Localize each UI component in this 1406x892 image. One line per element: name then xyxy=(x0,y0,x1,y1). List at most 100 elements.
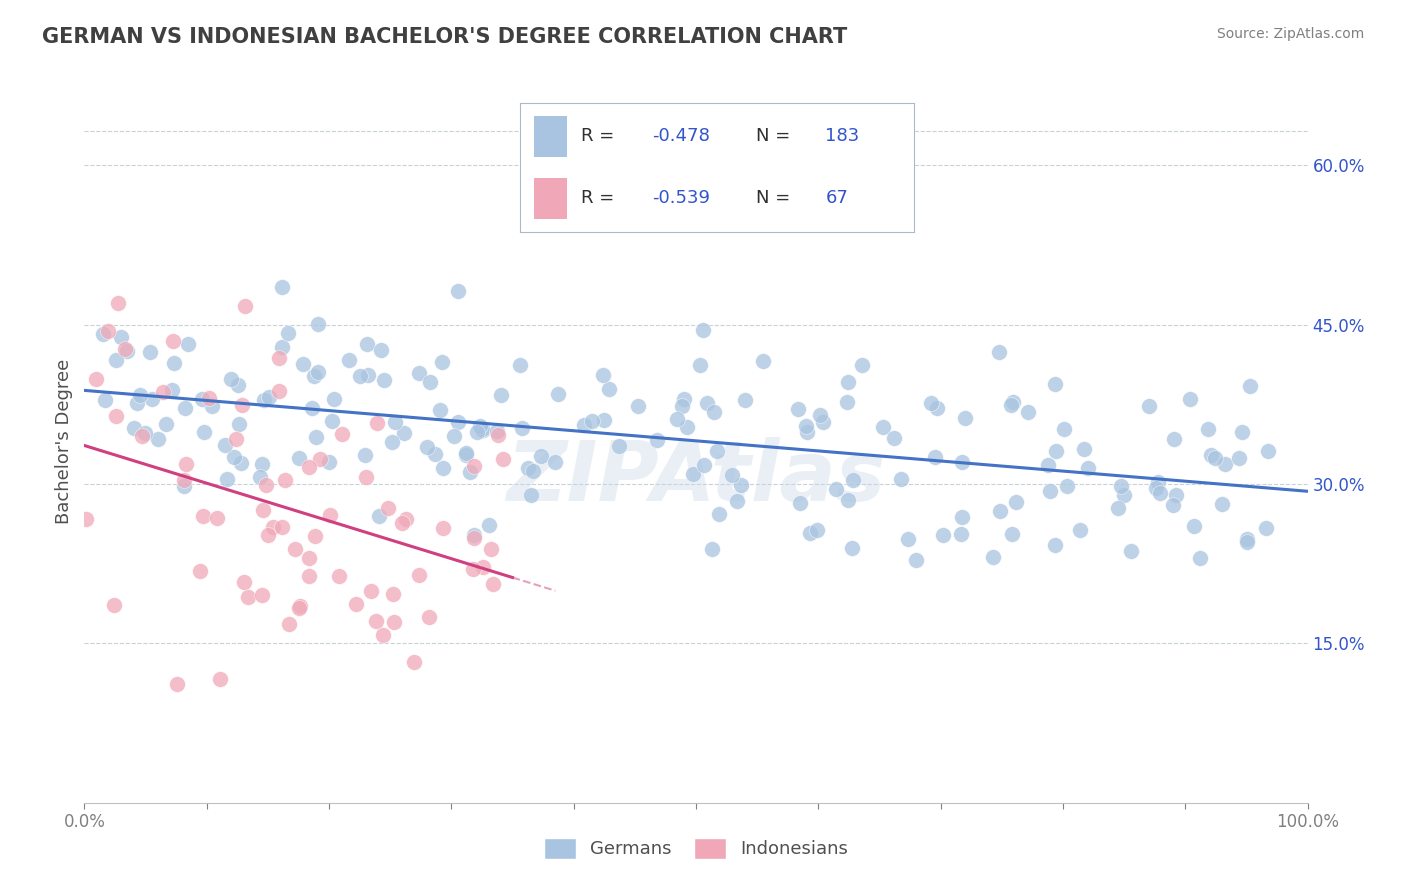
Point xyxy=(472,560,495,574)
Point xyxy=(402,656,425,670)
Point xyxy=(675,419,697,434)
Point xyxy=(277,326,299,340)
Y-axis label: Bachelor's Degree: Bachelor's Degree xyxy=(55,359,73,524)
Point xyxy=(201,400,224,414)
Point xyxy=(883,431,905,445)
Point xyxy=(193,509,215,524)
Point xyxy=(530,449,553,463)
Point xyxy=(416,440,439,454)
Point xyxy=(458,465,481,479)
Point xyxy=(219,371,242,385)
Point xyxy=(250,588,273,602)
Point xyxy=(447,284,470,298)
Point xyxy=(91,327,114,342)
Point xyxy=(1137,399,1160,413)
Point xyxy=(371,628,394,642)
Point xyxy=(482,577,505,591)
Point xyxy=(889,472,911,486)
Point xyxy=(1147,475,1170,490)
Point xyxy=(598,382,620,396)
Point xyxy=(75,512,97,526)
Point xyxy=(841,541,863,556)
Point xyxy=(225,432,247,446)
Point xyxy=(110,330,132,344)
Point xyxy=(734,393,756,408)
Point xyxy=(799,526,821,541)
Point xyxy=(837,492,859,507)
Point xyxy=(1163,433,1185,447)
Point xyxy=(105,352,128,367)
Point xyxy=(751,353,773,368)
Point xyxy=(418,610,440,624)
Point xyxy=(1180,392,1202,406)
Point xyxy=(808,408,831,422)
Point xyxy=(932,528,955,542)
Point xyxy=(1038,458,1060,472)
Point xyxy=(321,413,343,427)
Point xyxy=(270,520,292,534)
Point xyxy=(1182,518,1205,533)
Point xyxy=(1197,422,1219,436)
Point xyxy=(193,425,215,439)
Point xyxy=(304,529,326,543)
Point xyxy=(581,414,603,428)
Point xyxy=(356,337,378,351)
Point xyxy=(492,452,515,467)
Point xyxy=(97,324,120,338)
Point xyxy=(1114,488,1136,502)
Point xyxy=(1109,479,1132,493)
Text: GERMAN VS INDONESIAN BACHELOR'S DEGREE CORRELATION CHART: GERMAN VS INDONESIAN BACHELOR'S DEGREE C… xyxy=(42,27,848,46)
Point xyxy=(703,404,725,418)
Point xyxy=(278,617,301,632)
Point xyxy=(709,508,731,522)
Point xyxy=(592,368,614,382)
Point xyxy=(981,549,1004,564)
Point xyxy=(789,496,811,510)
Point xyxy=(231,398,253,412)
Point xyxy=(146,432,169,446)
Text: N =: N = xyxy=(756,189,790,207)
Point xyxy=(319,508,342,523)
Point xyxy=(253,392,276,407)
Point xyxy=(468,419,491,434)
Point xyxy=(103,598,125,612)
Point xyxy=(730,477,752,491)
Point xyxy=(1257,444,1279,458)
Point xyxy=(1236,532,1258,546)
Point xyxy=(174,401,197,415)
Point xyxy=(486,428,509,442)
Point xyxy=(1213,457,1236,471)
Point xyxy=(471,422,494,436)
Point xyxy=(222,450,245,464)
Text: N =: N = xyxy=(756,128,790,145)
Point xyxy=(384,415,406,429)
Point xyxy=(256,528,278,542)
Point xyxy=(173,479,195,493)
Point xyxy=(131,429,153,443)
Point xyxy=(924,450,946,465)
Point xyxy=(232,575,254,590)
Point xyxy=(825,482,848,496)
Point xyxy=(465,425,488,439)
Point xyxy=(228,378,250,392)
Point xyxy=(298,459,321,474)
Point xyxy=(141,392,163,406)
Point xyxy=(233,299,256,313)
Point xyxy=(357,368,380,383)
Point xyxy=(811,416,834,430)
Point xyxy=(207,511,229,525)
Point xyxy=(1001,394,1024,409)
Point xyxy=(463,527,485,541)
Point xyxy=(208,672,231,686)
Point xyxy=(127,396,149,410)
Point xyxy=(486,424,509,438)
Point xyxy=(134,425,156,440)
Point xyxy=(238,591,260,605)
Point xyxy=(107,296,129,310)
Point xyxy=(1164,488,1187,502)
Point xyxy=(702,541,724,556)
Point xyxy=(950,510,973,524)
Point xyxy=(1119,543,1142,558)
Point xyxy=(364,614,387,628)
Point xyxy=(842,473,865,487)
